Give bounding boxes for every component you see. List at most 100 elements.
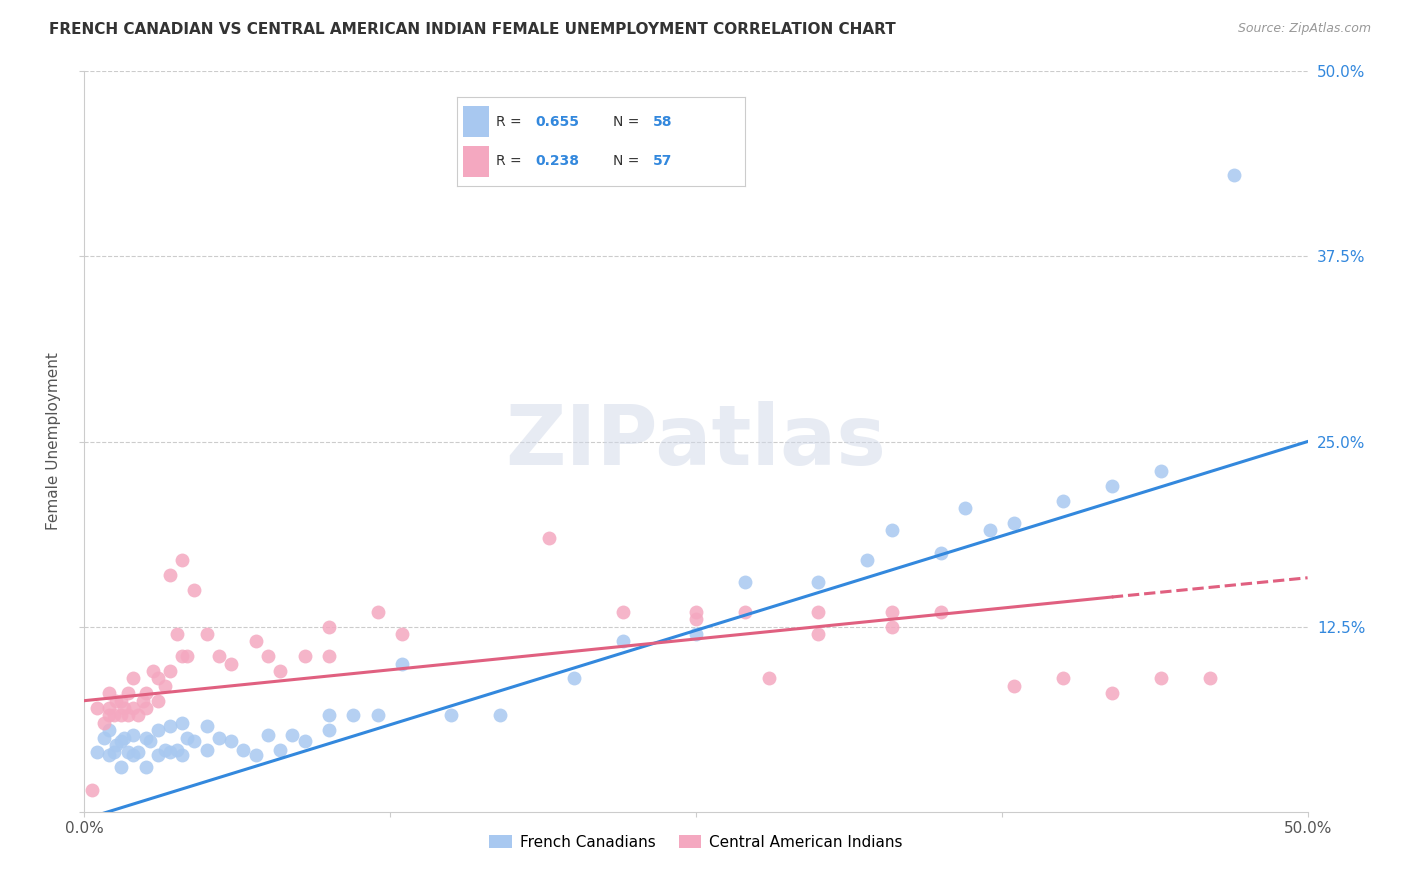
Point: [97, 686, 120, 700]
Point: [122, 672, 145, 686]
Point: [219, 657, 242, 671]
Point: [110, 708, 132, 723]
Point: [367, 708, 389, 723]
Point: [734, 575, 756, 590]
Point: [685, 605, 707, 619]
Point: [166, 742, 188, 756]
Point: [1052, 672, 1074, 686]
Point: [146, 672, 169, 686]
Point: [856, 553, 879, 567]
Point: [612, 605, 634, 619]
Point: [93, 731, 115, 745]
Text: ZIPatlas: ZIPatlas: [506, 401, 886, 482]
Point: [318, 649, 340, 664]
Point: [269, 664, 291, 678]
Point: [195, 719, 218, 733]
Point: [172, 748, 194, 763]
Point: [367, 605, 389, 619]
Point: [176, 731, 198, 745]
Point: [139, 733, 162, 747]
Point: [1052, 493, 1074, 508]
Point: [1198, 672, 1220, 686]
Point: [176, 649, 198, 664]
Point: [122, 701, 145, 715]
Point: [294, 649, 316, 664]
Point: [807, 605, 830, 619]
Point: [391, 657, 413, 671]
Point: [257, 728, 280, 742]
Point: [127, 708, 149, 723]
Point: [1101, 686, 1123, 700]
Point: [153, 742, 176, 756]
Point: [281, 728, 304, 742]
Point: [685, 627, 707, 641]
Point: [269, 742, 291, 756]
Point: [208, 649, 231, 664]
Point: [929, 546, 952, 560]
Point: [1150, 672, 1173, 686]
Point: [342, 708, 364, 723]
Point: [195, 627, 218, 641]
Point: [86, 746, 108, 760]
Point: [245, 634, 267, 648]
Y-axis label: Female Unemployment: Female Unemployment: [46, 352, 60, 531]
Point: [1150, 464, 1173, 478]
Point: [195, 742, 218, 756]
Point: [183, 733, 205, 747]
Point: [1101, 479, 1123, 493]
Point: [135, 760, 157, 774]
Point: [562, 672, 585, 686]
Point: [489, 708, 512, 723]
Point: [97, 748, 120, 763]
Point: [391, 627, 413, 641]
Point: [135, 731, 157, 745]
Point: [97, 701, 120, 715]
Point: [612, 634, 634, 648]
Point: [880, 524, 903, 538]
Point: [122, 728, 145, 742]
Point: [294, 733, 316, 747]
Point: [105, 738, 128, 752]
Point: [97, 723, 120, 738]
Point: [153, 679, 176, 693]
Point: [1002, 679, 1025, 693]
Point: [318, 619, 340, 633]
Point: [105, 694, 128, 708]
Point: [538, 531, 561, 545]
Point: [440, 708, 463, 723]
Point: [953, 501, 976, 516]
Point: [807, 575, 830, 590]
Point: [159, 719, 181, 733]
Text: FRENCH CANADIAN VS CENTRAL AMERICAN INDIAN FEMALE UNEMPLOYMENT CORRELATION CHART: FRENCH CANADIAN VS CENTRAL AMERICAN INDI…: [49, 22, 896, 37]
Point: [880, 605, 903, 619]
Point: [172, 649, 194, 664]
Point: [166, 627, 188, 641]
Point: [112, 701, 135, 715]
Point: [159, 664, 181, 678]
Point: [117, 708, 139, 723]
Point: [93, 715, 115, 730]
Point: [103, 708, 125, 723]
Point: [146, 694, 169, 708]
Point: [146, 748, 169, 763]
Point: [110, 760, 132, 774]
Point: [110, 694, 132, 708]
Point: [929, 605, 952, 619]
Point: [117, 746, 139, 760]
Legend: French Canadians, Central American Indians: French Canadians, Central American India…: [484, 829, 908, 856]
Point: [685, 612, 707, 626]
Point: [1002, 516, 1025, 530]
Point: [159, 746, 181, 760]
Point: [112, 731, 135, 745]
Point: [208, 731, 231, 745]
Point: [86, 701, 108, 715]
Point: [245, 748, 267, 763]
Point: [97, 708, 120, 723]
Point: [734, 605, 756, 619]
Point: [122, 748, 145, 763]
Point: [183, 582, 205, 597]
Point: [979, 524, 1001, 538]
Point: [135, 701, 157, 715]
Point: [318, 708, 340, 723]
Point: [132, 694, 155, 708]
